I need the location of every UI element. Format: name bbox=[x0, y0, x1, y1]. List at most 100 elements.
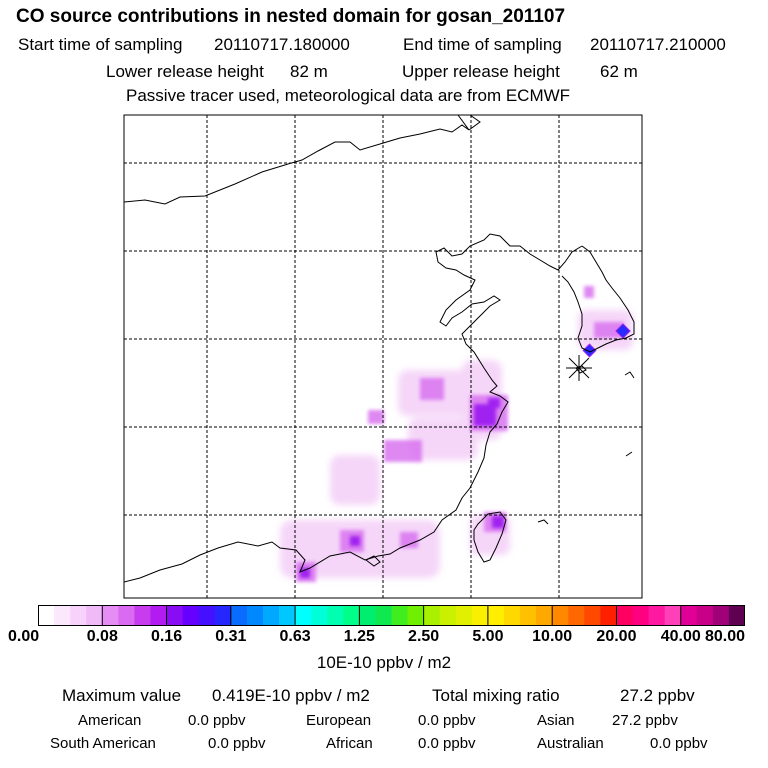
colorbar-swatch bbox=[166, 605, 184, 626]
colorbar-swatch bbox=[102, 605, 119, 626]
colorbar-swatch bbox=[38, 605, 55, 626]
plume-core bbox=[488, 398, 500, 408]
colorbar-swatch bbox=[70, 605, 87, 626]
colorbar-swatch bbox=[134, 605, 152, 626]
colorbar-swatch bbox=[343, 605, 360, 626]
colorbar-tick-label: 0.16 bbox=[150, 628, 183, 645]
taiwan-coastline bbox=[473, 511, 507, 563]
plume-peak bbox=[615, 323, 631, 339]
plume-core bbox=[492, 516, 504, 528]
colorbar-tick-label: 80.00 bbox=[705, 628, 746, 645]
american-label: American bbox=[78, 712, 142, 729]
colorbar-swatch bbox=[568, 605, 585, 626]
colorbar-tick-label: 5.00 bbox=[472, 628, 504, 645]
colorbar-swatch bbox=[327, 605, 344, 626]
colorbar bbox=[38, 605, 746, 626]
colorbar-swatch bbox=[520, 605, 537, 626]
lower-height-value: 82 m bbox=[290, 62, 328, 81]
colorbar-swatch bbox=[359, 605, 377, 626]
island-coastline bbox=[537, 519, 549, 525]
plume-area bbox=[368, 410, 384, 424]
colorbar-tick-label: 0.31 bbox=[215, 628, 247, 645]
colorbar-tick-label: 0.08 bbox=[86, 628, 118, 645]
tracer-note: Passive tracer used, meteorological data… bbox=[126, 86, 571, 105]
colorbar-tick-label: 10.00 bbox=[532, 628, 573, 645]
end-time-value: 20110717.210000 bbox=[590, 35, 726, 54]
upper-height-label: Upper release height bbox=[402, 62, 560, 81]
northern-border bbox=[124, 115, 470, 205]
korea-coastline bbox=[561, 245, 635, 353]
asian-label: Asian bbox=[537, 712, 575, 729]
colorbar-swatch bbox=[214, 605, 232, 626]
coastline-layer bbox=[124, 115, 635, 583]
plume-core bbox=[474, 404, 496, 426]
colorbar-swatch bbox=[391, 605, 409, 626]
colorbar-tick-label: 20.00 bbox=[596, 628, 637, 645]
colorbar-swatch bbox=[198, 605, 216, 626]
american-value: 0.0 ppbv bbox=[188, 712, 246, 729]
australian-value: 0.0 ppbv bbox=[650, 735, 708, 752]
african-value: 0.0 ppbv bbox=[418, 735, 476, 752]
plume-area bbox=[408, 418, 478, 460]
start-time-value: 20110717.180000 bbox=[214, 35, 350, 54]
border-spur bbox=[468, 115, 481, 131]
colorbar-tick-label: 0.00 bbox=[8, 628, 40, 645]
colorbar-swatch bbox=[680, 605, 698, 626]
australian-label: Australian bbox=[537, 735, 604, 752]
colorbar-swatch bbox=[584, 605, 601, 626]
map-layers bbox=[124, 115, 635, 583]
colorbar-swatch bbox=[471, 605, 489, 626]
colorbar-swatch bbox=[311, 605, 328, 626]
european-label: European bbox=[306, 712, 372, 729]
colorbar-swatch bbox=[487, 605, 505, 626]
gridlines bbox=[124, 115, 642, 598]
colorbar-swatch bbox=[712, 605, 730, 626]
colorbar-swatch bbox=[648, 605, 666, 626]
colorbar-unit: 10E-10 ppbv / m2 bbox=[316, 653, 452, 672]
colorbar-swatch bbox=[552, 605, 569, 626]
plume-area bbox=[384, 440, 422, 462]
european-value: 0.0 ppbv bbox=[418, 712, 476, 729]
south-american-value: 0.0 ppbv bbox=[208, 735, 266, 752]
colorbar-tick-label: 1.25 bbox=[343, 628, 375, 645]
colorbar-swatch bbox=[54, 605, 71, 626]
colorbar-swatch bbox=[150, 605, 168, 626]
colorbar-swatch bbox=[295, 605, 312, 626]
max-value: 0.419E-10 ppbv / m2 bbox=[212, 686, 370, 705]
map-title: CO source contributions in nested domain… bbox=[16, 6, 566, 27]
max-value-label: Maximum value bbox=[62, 686, 182, 705]
colorbar-tick-label: 0.63 bbox=[279, 628, 311, 645]
colorbar-swatch bbox=[86, 605, 103, 626]
plume-core bbox=[300, 568, 310, 578]
colorbar-swatch bbox=[262, 605, 280, 626]
colorbar-swatch bbox=[664, 605, 682, 626]
colorbar-swatch bbox=[375, 605, 393, 626]
plume-area bbox=[400, 532, 418, 548]
south-american-label: South American bbox=[50, 735, 156, 752]
plume-peak bbox=[582, 343, 597, 358]
colorbar-swatch bbox=[696, 605, 714, 626]
colorbar-swatch bbox=[423, 605, 441, 626]
plume-area bbox=[584, 286, 594, 298]
colorbar-swatch bbox=[728, 605, 746, 626]
african-label: African bbox=[326, 735, 373, 752]
start-time-label: Start time of sampling bbox=[18, 35, 183, 54]
island-coastline bbox=[625, 451, 633, 457]
asian-value: 27.2 ppbv bbox=[612, 712, 678, 729]
colorbar-swatch bbox=[279, 605, 296, 626]
plume-dark-layer bbox=[300, 398, 504, 578]
colorbar-swatch bbox=[118, 605, 136, 626]
plume-area bbox=[594, 322, 624, 338]
colorbar-tick-label: 2.50 bbox=[408, 628, 440, 645]
colorbar-swatch bbox=[230, 605, 248, 626]
colorbar-swatch bbox=[407, 605, 425, 626]
map-frame bbox=[123, 114, 643, 599]
colorbar-swatch bbox=[536, 605, 553, 626]
end-time-label: End time of sampling bbox=[403, 35, 562, 54]
colorbar-tick-label: 40.00 bbox=[660, 628, 701, 645]
plume-area bbox=[330, 455, 380, 505]
colorbar-swatch bbox=[632, 605, 650, 626]
total-mixing-label: Total mixing ratio bbox=[432, 686, 560, 705]
colorbar-swatch bbox=[439, 605, 457, 626]
